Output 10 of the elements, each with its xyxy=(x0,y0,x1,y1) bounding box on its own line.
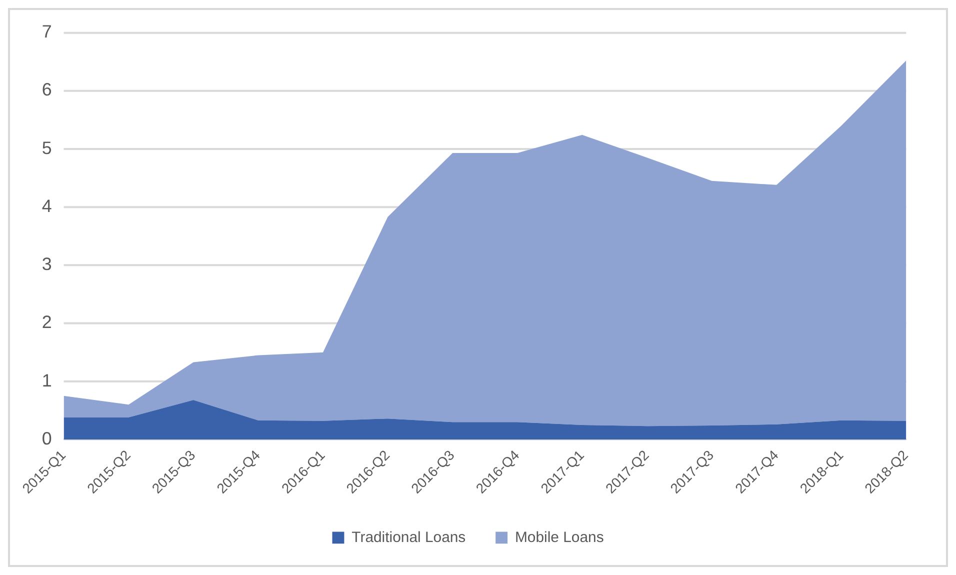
y-tick-label: 2 xyxy=(42,312,52,332)
legend-label: Traditional Loans xyxy=(352,530,466,546)
y-tick-label: 4 xyxy=(42,196,52,216)
y-tick-label: 3 xyxy=(42,254,52,274)
y-tick-label: 1 xyxy=(42,370,52,390)
legend-label: Mobile Loans xyxy=(514,530,604,546)
y-tick-label: 5 xyxy=(42,138,52,158)
y-tick-label: 7 xyxy=(42,22,52,42)
y-tick-label: 6 xyxy=(42,80,52,100)
y-tick-label: 0 xyxy=(42,428,52,448)
